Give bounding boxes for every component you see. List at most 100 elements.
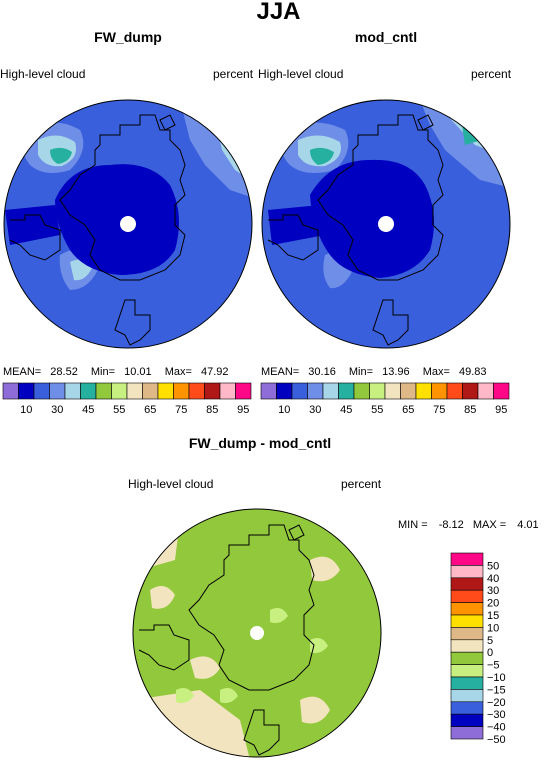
- colorbar-tick-label: 85: [464, 404, 476, 416]
- colorbar-tick-label: 85: [206, 404, 218, 416]
- colorbar-swatch: [450, 552, 484, 566]
- panel2-units: percent: [471, 67, 512, 81]
- colorbar-swatch: [276, 382, 293, 400]
- colorbar-tick-label: 50: [487, 560, 499, 572]
- colorbar-tick-label: 55: [113, 404, 125, 416]
- colorbar-swatch: [446, 382, 463, 400]
- colorbar-swatch: [260, 382, 277, 400]
- panel3-units: percent: [341, 477, 382, 491]
- panel1-coastline: [9, 114, 186, 346]
- panel3-map-border: [132, 508, 382, 758]
- colorbar-tick-label: −30: [487, 709, 506, 721]
- panel2-field-teal: [310, 147, 334, 165]
- colorbar-tick-label: −40: [487, 722, 506, 734]
- colorbar-swatch: [126, 382, 143, 400]
- panel2-title: mod_cntl: [354, 29, 418, 45]
- panel1-field-core: [55, 164, 179, 275]
- colorbar-swatch: [142, 382, 159, 400]
- panel3-field-pale-mid: [190, 656, 220, 679]
- colorbar-swatch: [450, 651, 484, 665]
- colorbar-tick-label: 75: [175, 404, 187, 416]
- panel2-mean-label: MEAN=: [261, 366, 300, 378]
- panel3-coastline: [138, 524, 315, 756]
- colorbar-tick-label: 5: [487, 635, 493, 647]
- panel3-field-pale-se: [300, 696, 330, 724]
- colorbar-swatch: [291, 382, 308, 400]
- panel1-mean: 28.52: [50, 366, 78, 378]
- colorbar-tick-label: 30: [487, 585, 499, 597]
- colorbar-tick-label: 65: [144, 404, 156, 416]
- colorbar-tick-label: 15: [487, 610, 499, 622]
- colorbar-swatch: [219, 382, 236, 400]
- panel3-min-label: MIN =: [398, 519, 428, 531]
- panel1-field-teal: [50, 147, 72, 164]
- colorbar-swatch: [322, 382, 339, 400]
- colorbar-swatch: [80, 382, 97, 400]
- colorbar-tick-label: 95: [495, 404, 507, 416]
- colorbar-swatch: [18, 382, 35, 400]
- colorbar-swatch: [95, 382, 112, 400]
- colorbar-swatch: [157, 382, 174, 400]
- colorbar-tick-label: 75: [433, 404, 445, 416]
- panel2-map-border: [261, 99, 511, 349]
- panel3-field-bright-3: [310, 638, 328, 654]
- panel1-min-label: Min=: [90, 366, 116, 378]
- panel3-max: 4.01: [517, 519, 539, 531]
- colorbar-swatch: [477, 382, 494, 400]
- colorbar-swatch: [450, 589, 484, 603]
- colorbar-swatch: [450, 577, 484, 591]
- colorbar-tick-label: 10: [278, 404, 290, 416]
- panel1-map-border: [3, 99, 253, 349]
- colorbar-tick-label: 30: [309, 404, 321, 416]
- colorbar-swatch: [493, 382, 510, 400]
- colorbar-swatch: [431, 382, 448, 400]
- panel2-max-label: Max=: [422, 366, 450, 378]
- panel1-units: percent: [213, 67, 254, 81]
- panel1-colorbar: 10 30 45 55 65 75 85 95: [2, 382, 252, 416]
- panel3-field-bright-1: [270, 608, 288, 624]
- panel1-max-label: Max=: [164, 366, 192, 378]
- colorbar-tick-label: 95: [237, 404, 249, 416]
- panel3-field-pale-ne: [310, 556, 340, 582]
- colorbar-swatch: [450, 565, 484, 579]
- colorbar-tick-label: 45: [82, 404, 94, 416]
- panel2-pole: [378, 216, 394, 232]
- colorbar-swatch: [450, 726, 484, 740]
- panel1-mean-label: MEAN=: [3, 366, 42, 378]
- colorbar-swatch: [338, 382, 355, 400]
- colorbar-swatch: [450, 689, 484, 703]
- panel1-pole: [120, 216, 136, 232]
- panel3-min: -8.12: [438, 519, 464, 531]
- colorbar-swatch: [353, 382, 370, 400]
- colorbar-swatch: [235, 382, 252, 400]
- panel2-mean: 30.16: [308, 366, 336, 378]
- colorbar-swatch: [188, 382, 205, 400]
- panel3-variable: High-level cloud: [128, 477, 214, 491]
- colorbar-swatch: [384, 382, 401, 400]
- colorbar-swatch: [2, 382, 19, 400]
- colorbar-swatch: [450, 627, 484, 641]
- colorbar-tick-label: 20: [487, 598, 499, 610]
- colorbar-tick-label: 45: [340, 404, 352, 416]
- panel2-coastline: [267, 114, 444, 346]
- colorbar-tick-label: −5: [487, 660, 500, 672]
- panel2-min-label: Min=: [348, 366, 374, 378]
- colorbar-tick-label: 30: [51, 404, 63, 416]
- colorbar-swatch: [450, 639, 484, 653]
- colorbar-swatch: [400, 382, 417, 400]
- panel3-field-bright-4: [176, 688, 194, 704]
- panel3-field-bright-2: [220, 688, 238, 704]
- colorbar-tick-label: −10: [487, 672, 506, 684]
- colorbar-tick-label: 65: [402, 404, 414, 416]
- colorbar-swatch: [450, 664, 484, 678]
- colorbar-tick-label: 10: [20, 404, 32, 416]
- panel2-field-core: [310, 159, 434, 278]
- colorbar-swatch: [33, 382, 50, 400]
- panel3-stats: MIN = -8.12 MAX = 4.01: [398, 519, 539, 531]
- colorbar-tick-label: 0: [487, 647, 493, 659]
- panel2-colorbar: 10 30 45 55 65 75 85 95: [260, 382, 510, 416]
- panel3-field-pale-w: [150, 586, 175, 609]
- colorbar-tick-label: 10: [487, 622, 499, 634]
